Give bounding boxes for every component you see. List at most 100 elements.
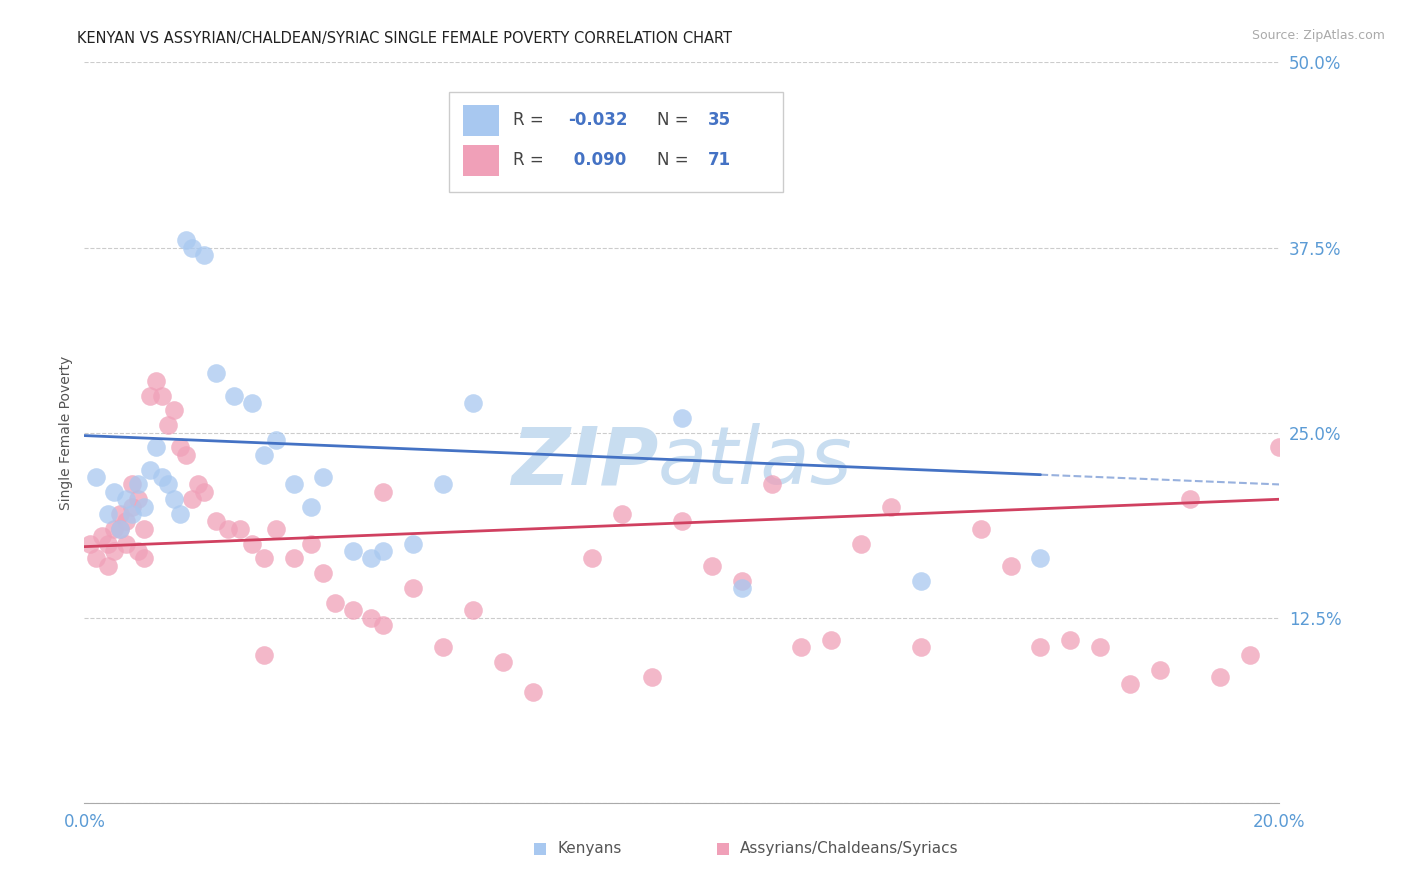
Point (169, 507, 191, 521)
Point (312, 470, 335, 484)
Point (342, 603, 364, 617)
Point (139, 462, 162, 476)
Point (103, 544, 125, 558)
Point (145, 374, 167, 388)
Point (205, 367, 228, 381)
Point (373, 618, 395, 632)
Point (461, 396, 484, 410)
Point (1268, 441, 1291, 455)
Point (325, 596, 347, 610)
Point (86, 470, 108, 484)
Point (253, 448, 276, 462)
Point (127, 492, 149, 507)
Text: Source: ZipAtlas.com: Source: ZipAtlas.com (1251, 29, 1385, 42)
Point (240, 396, 263, 410)
Point (253, 648, 276, 662)
Point (157, 477, 180, 491)
Point (700, 558, 723, 573)
Point (187, 477, 209, 491)
Text: atlas: atlas (658, 423, 853, 501)
FancyBboxPatch shape (449, 92, 783, 192)
Point (432, 640, 454, 655)
Point (163, 403, 186, 417)
Point (1239, 648, 1261, 662)
Point (97, 536, 120, 550)
Point (671, 410, 693, 425)
Point (253, 551, 276, 566)
Point (169, 441, 191, 455)
Text: KENYAN VS ASSYRIAN/CHALDEAN/SYRIAC SINGLE FEMALE POVERTY CORRELATION CHART: KENYAN VS ASSYRIAN/CHALDEAN/SYRIAC SINGL… (77, 31, 733, 46)
Point (132, 551, 156, 566)
Point (612, 507, 634, 521)
Point (150, 470, 173, 484)
Point (641, 670, 664, 684)
Point (880, 500, 903, 514)
Point (342, 544, 364, 558)
Point (1029, 551, 1052, 566)
Point (1209, 670, 1232, 684)
Point (360, 551, 382, 566)
Point (581, 551, 603, 566)
Text: Assyrians/Chaldeans/Syriacs: Assyrians/Chaldeans/Syriacs (740, 841, 959, 856)
Point (402, 581, 425, 595)
Point (790, 640, 813, 655)
Point (91, 529, 114, 543)
Point (671, 515, 693, 529)
Point (373, 484, 395, 499)
Point (110, 522, 132, 536)
Point (1178, 492, 1201, 507)
Point (132, 500, 156, 514)
Point (181, 240, 204, 255)
Point (121, 507, 143, 521)
Point (264, 433, 287, 447)
Point (731, 581, 754, 595)
Text: 0.090: 0.090 (568, 151, 627, 169)
Point (86, 551, 108, 566)
Bar (463, 145, 499, 176)
Point (360, 610, 382, 624)
Point (157, 418, 180, 433)
Point (139, 388, 162, 402)
Text: Kenyans: Kenyans (557, 841, 621, 856)
Text: 35: 35 (709, 112, 731, 129)
Point (522, 685, 544, 699)
Point (1149, 663, 1171, 677)
Point (193, 248, 215, 262)
Text: -0.032: -0.032 (568, 112, 628, 129)
Point (163, 492, 186, 507)
Point (217, 522, 239, 536)
Point (970, 522, 993, 536)
Point (121, 500, 143, 514)
Point (432, 477, 454, 491)
Point (551, 129, 574, 144)
Point (731, 574, 754, 588)
Point (150, 388, 173, 402)
Point (222, 388, 245, 402)
Point (127, 477, 149, 491)
Point (264, 522, 287, 536)
Point (402, 536, 425, 550)
Point (145, 441, 167, 455)
Point (110, 507, 132, 521)
Point (301, 500, 323, 514)
Point (1119, 677, 1142, 691)
Point (312, 566, 335, 581)
Point (1000, 558, 1022, 573)
Point (283, 477, 305, 491)
Point (103, 484, 125, 499)
Point (1029, 640, 1052, 655)
Text: N =: N = (657, 112, 693, 129)
Point (910, 640, 932, 655)
Point (174, 233, 197, 247)
Point (97, 558, 120, 573)
Text: N =: N = (657, 151, 693, 169)
Point (851, 536, 873, 550)
Point (228, 522, 252, 536)
Point (1090, 640, 1112, 655)
Point (181, 492, 204, 507)
Point (820, 632, 842, 647)
Point (193, 484, 215, 499)
Point (373, 544, 395, 558)
Point (115, 515, 138, 529)
Point (283, 551, 305, 566)
